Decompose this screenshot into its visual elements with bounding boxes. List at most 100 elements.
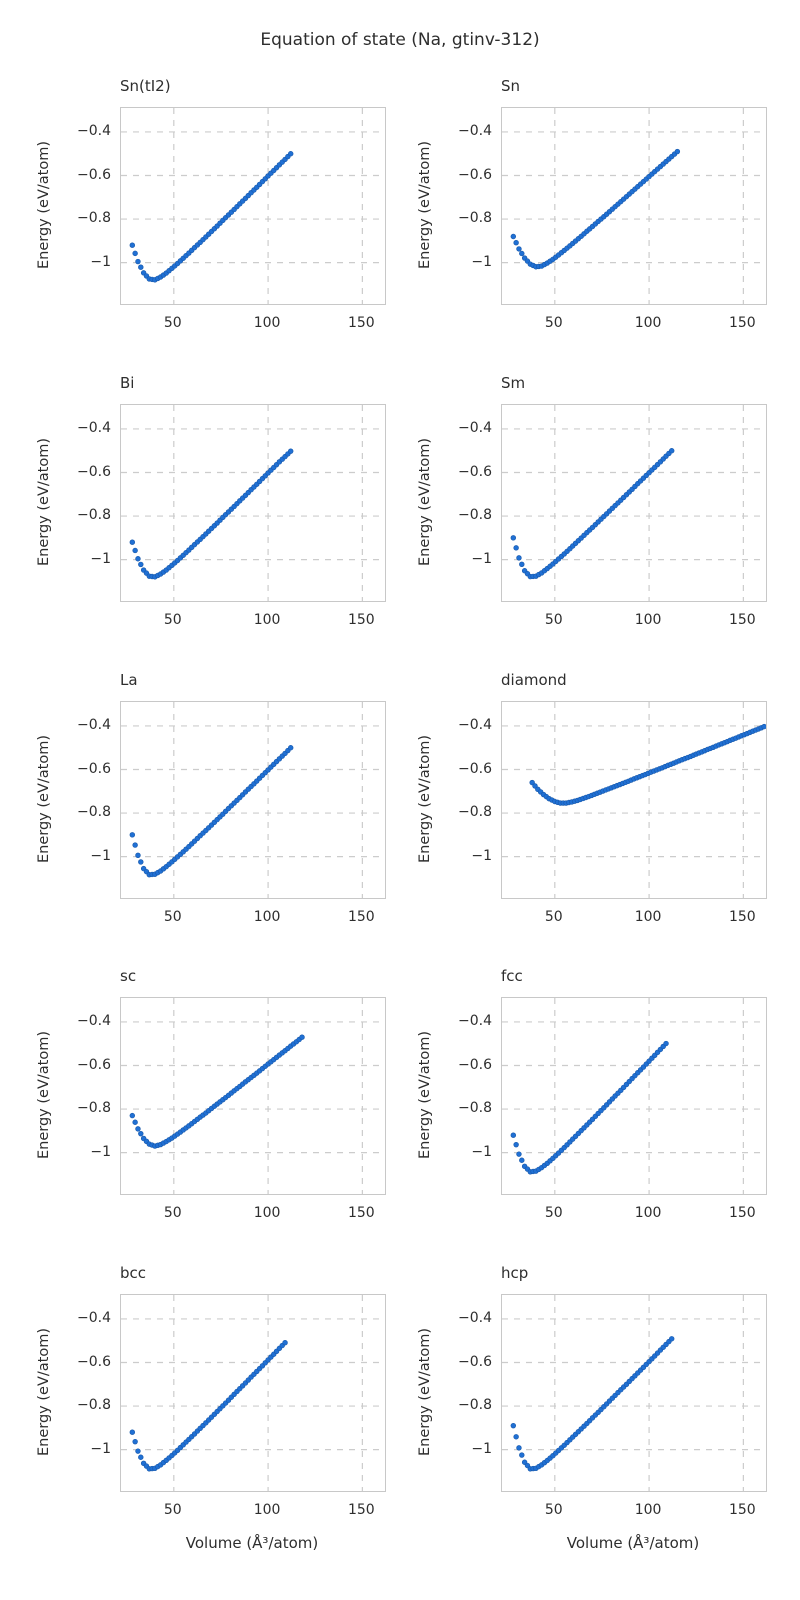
y-axis-label: Energy (eV/atom) [417, 735, 433, 863]
y-tick-label: −0.8 [458, 1100, 492, 1117]
x-tick-label: 150 [347, 909, 375, 925]
x-tick-label: 50 [544, 1502, 563, 1518]
y-axis-label: Energy (eV/atom) [417, 1328, 433, 1456]
x-tick-label: 100 [634, 1205, 662, 1221]
gridlines [121, 998, 385, 1194]
data-point [132, 1119, 138, 1125]
y-tick-label: −0.8 [77, 804, 111, 821]
plot-area-bi [120, 404, 386, 602]
x-axis-label: Volume (Å³/atom) [185, 1534, 319, 1552]
y-tick-label: −0.8 [458, 1397, 492, 1414]
y-tick-label: −0.6 [77, 463, 111, 480]
data-point [529, 779, 535, 786]
y-axis-label: Energy (eV/atom) [36, 735, 52, 863]
plot-area-diamond [501, 701, 767, 899]
data-point [129, 242, 136, 248]
data-point [532, 783, 538, 789]
x-tick-label: 150 [347, 315, 375, 331]
scatter-series-bcc [129, 1339, 288, 1472]
data-point [129, 1112, 136, 1119]
x-tick-label: 50 [544, 612, 563, 628]
x-tick-label: 150 [347, 1502, 375, 1518]
x-tick-label: 150 [728, 1502, 756, 1518]
plot-area-sc [120, 997, 386, 1195]
subplot-title-sm: Sm [501, 374, 526, 392]
y-axis-label: Energy (eV/atom) [417, 1031, 433, 1159]
figure-title: Equation of state (Na, gtinv-312) [260, 30, 540, 50]
x-tick-label: 50 [544, 315, 563, 331]
y-tick-label: −1 [90, 847, 111, 864]
data-point [135, 258, 141, 265]
data-point [129, 832, 136, 838]
x-axis-label: Volume (Å³/atom) [566, 1534, 700, 1552]
data-point [761, 723, 766, 730]
x-tick-label: 150 [728, 909, 756, 925]
x-tick-label: 150 [728, 1205, 756, 1221]
scatter-series-sn-ti2 [129, 151, 294, 283]
data-point [129, 539, 136, 545]
scatter-series-hcp [510, 1336, 675, 1472]
x-tick-label: 150 [347, 1205, 375, 1221]
y-tick-label: −0.4 [458, 1309, 492, 1326]
y-tick-label: −0.6 [458, 760, 492, 777]
data-point [519, 250, 525, 257]
y-tick-label: −0.4 [77, 122, 111, 139]
plot-area-bcc [120, 1294, 386, 1492]
y-tick-label: −1 [471, 1143, 492, 1160]
y-axis-label: Energy (eV/atom) [36, 1328, 52, 1456]
data-point [513, 240, 519, 246]
y-tick-label: −0.6 [458, 463, 492, 480]
y-tick-label: −0.8 [77, 1397, 111, 1414]
data-point [129, 1429, 136, 1435]
y-tick-label: −0.4 [77, 1012, 111, 1029]
scatter-series-diamond [529, 723, 766, 806]
y-axis-label: Energy (eV/atom) [36, 1031, 52, 1159]
y-tick-label: −0.6 [458, 1056, 492, 1073]
subplot-title-fcc: fcc [501, 967, 523, 985]
data-point [132, 842, 138, 848]
data-point [519, 561, 525, 568]
y-tick-label: −1 [90, 1143, 111, 1160]
x-tick-label: 100 [634, 315, 662, 331]
gridlines [121, 405, 385, 601]
subplot-title-bi: Bi [120, 374, 135, 392]
y-tick-label: −1 [471, 1440, 492, 1457]
y-tick-label: −0.4 [77, 419, 111, 436]
y-tick-label: −0.4 [458, 1012, 492, 1029]
y-axis-label: Energy (eV/atom) [417, 438, 433, 566]
data-point [135, 852, 141, 859]
y-tick-label: −1 [90, 1440, 111, 1457]
data-point [138, 1130, 144, 1137]
y-tick-label: −0.8 [458, 507, 492, 524]
y-axis-label: Energy (eV/atom) [417, 141, 433, 269]
y-tick-label: −0.8 [458, 804, 492, 821]
y-tick-label: −0.4 [458, 716, 492, 733]
scatter-series-sc [129, 1034, 305, 1149]
y-tick-label: −1 [471, 550, 492, 567]
gridlines [502, 998, 766, 1194]
x-tick-label: 100 [253, 612, 281, 628]
y-tick-label: −0.6 [77, 760, 111, 777]
data-point [510, 1132, 517, 1138]
data-point [138, 859, 144, 865]
data-point [299, 1034, 305, 1040]
x-tick-label: 100 [253, 1502, 281, 1518]
subplot-title-bcc: bcc [120, 1264, 147, 1282]
data-point [135, 1448, 141, 1454]
gridlines [502, 1295, 766, 1491]
scatter-series-bi [129, 448, 294, 580]
plot-area-fcc [501, 997, 767, 1195]
y-tick-label: −0.4 [77, 716, 111, 733]
data-point [132, 250, 138, 257]
y-tick-label: −1 [90, 550, 111, 567]
x-tick-label: 50 [544, 1205, 563, 1221]
data-point [669, 1336, 675, 1342]
data-point [663, 1040, 669, 1047]
y-tick-label: −0.8 [77, 1100, 111, 1117]
data-point [288, 745, 294, 751]
data-point [138, 264, 144, 270]
y-tick-label: −0.4 [458, 122, 492, 139]
y-tick-label: −0.4 [458, 419, 492, 436]
subplot-title-la: La [120, 671, 138, 689]
